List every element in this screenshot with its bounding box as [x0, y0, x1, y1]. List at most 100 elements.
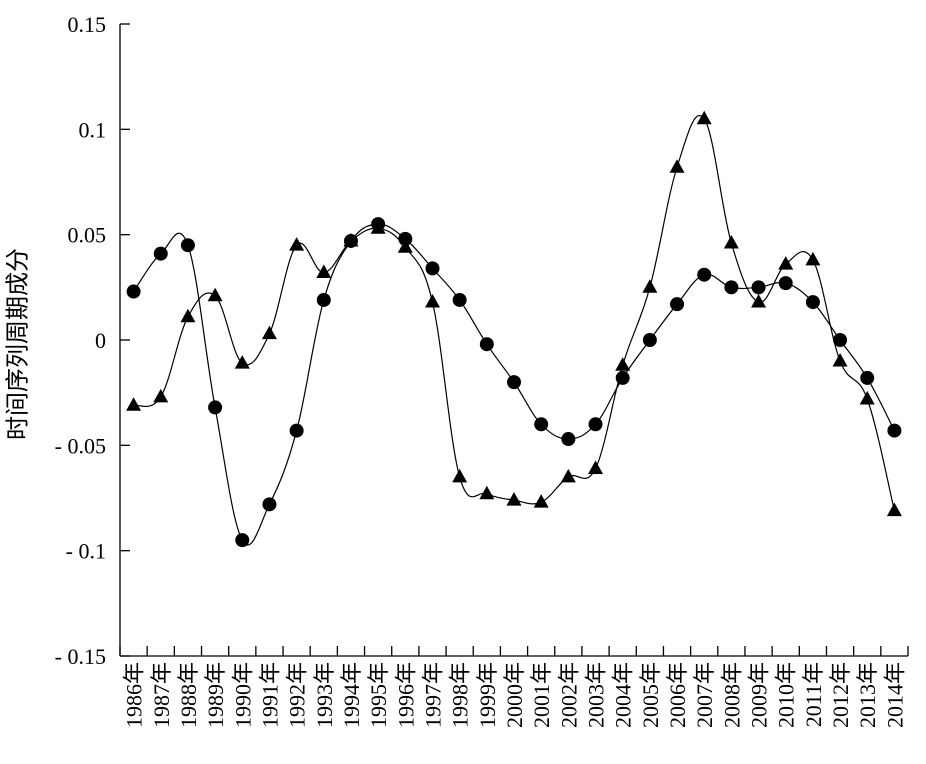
- x-tick-label: 2014年: [882, 662, 907, 728]
- data-point-circle: [289, 423, 304, 438]
- data-point-circle: [670, 297, 685, 312]
- x-tick-label: 2013年: [855, 662, 880, 728]
- x-tick-label: 1991年: [257, 662, 282, 728]
- data-point-triangle: [506, 492, 522, 506]
- data-point-circle: [642, 333, 657, 347]
- x-tick-label: 2003年: [584, 662, 609, 728]
- x-tick-label: 2011年: [801, 662, 826, 727]
- data-point-triangle: [859, 390, 875, 405]
- data-point-triangle: [370, 220, 386, 234]
- x-ticks: 1986年 1987年 1988年 1989年 1990年 1991年 1992年 1993年…: [119, 646, 909, 728]
- x-tick-label: 1997年: [420, 662, 445, 728]
- y-tick-label: - 0.1: [66, 539, 106, 564]
- data-point-circle: [805, 295, 820, 310]
- data-point-circle: [561, 432, 576, 447]
- data-point-triangle: [261, 325, 277, 340]
- data-point-circle: [153, 246, 168, 261]
- data-point-triangle: [126, 397, 142, 411]
- data-point-triangle: [886, 502, 902, 517]
- x-tick-label: 1992年: [285, 662, 310, 728]
- data-point-circle: [751, 280, 766, 295]
- data-point-triangle: [479, 485, 495, 500]
- x-tick-label: 1994年: [339, 662, 364, 728]
- data-point-circle: [425, 261, 440, 276]
- data-point-circle: [887, 423, 902, 438]
- x-tick-label: 1988年: [176, 662, 201, 728]
- x-tick-label: 1987年: [149, 662, 174, 728]
- data-point-triangle: [207, 287, 223, 302]
- x-tick-label: 2009年: [747, 662, 772, 728]
- axes: [119, 24, 908, 657]
- x-tick-label: 1993年: [312, 662, 337, 728]
- x-tick-label: 2001年: [529, 662, 554, 728]
- series-layer: [126, 110, 902, 548]
- x-tick-label: 2005年: [638, 662, 663, 728]
- x-tick-label: 1989年: [203, 662, 228, 728]
- y-axis-label: 时间序列周期成分: [5, 248, 32, 440]
- data-point-circle: [507, 375, 521, 390]
- y-tick-label: 0.1: [79, 117, 107, 142]
- x-tick-label: 1998年: [448, 662, 473, 728]
- data-point-circle: [697, 267, 712, 282]
- data-point-circle: [180, 238, 195, 253]
- data-point-circle: [860, 370, 875, 385]
- data-point-triangle: [723, 235, 739, 249]
- data-point-triangle: [316, 264, 332, 279]
- x-tick-label: 2012年: [828, 662, 853, 728]
- x-tick-label: 2008年: [719, 662, 744, 728]
- data-point-circle: [235, 533, 250, 548]
- data-point-triangle: [424, 294, 440, 308]
- data-point-circle: [452, 292, 467, 307]
- y-tick-label: 0: [95, 328, 106, 353]
- x-tick-label: 2002年: [556, 662, 581, 728]
- data-point-triangle: [153, 388, 169, 403]
- data-point-triangle: [588, 460, 604, 474]
- data-point-circle: [208, 400, 223, 415]
- x-tick-label: 1996年: [393, 662, 418, 728]
- x-tick-label: 2006年: [665, 662, 690, 728]
- y-tick-label: 0.15: [68, 12, 107, 37]
- y-tick-label: 0.05: [68, 223, 107, 248]
- x-tick-label: 2000年: [502, 662, 527, 728]
- x-tick-label: 2010年: [774, 662, 799, 728]
- x-tick-label: 1995年: [366, 662, 391, 728]
- x-tick-label: 2004年: [611, 662, 636, 728]
- data-point-triangle: [832, 353, 848, 367]
- data-point-triangle: [560, 468, 576, 483]
- data-point-circle: [534, 417, 549, 432]
- y-ticks: 0.15 0.1 0.05 0 - 0.05 - 0.1 - 0.15: [55, 12, 130, 669]
- data-point-triangle: [397, 239, 413, 253]
- data-point-triangle: [452, 468, 468, 483]
- data-point-circle: [479, 337, 494, 352]
- x-tick-label: 1999年: [475, 662, 500, 728]
- series-circle: [126, 217, 902, 548]
- data-point-circle: [833, 333, 848, 347]
- data-point-circle: [316, 292, 331, 307]
- data-point-triangle: [669, 159, 685, 173]
- data-point-circle: [724, 280, 739, 295]
- data-point-triangle: [533, 494, 549, 508]
- y-tick-label: - 0.15: [55, 644, 106, 669]
- y-tick-label: - 0.05: [55, 433, 106, 458]
- series-triangle: [126, 110, 902, 517]
- x-tick-label: 1986年: [122, 662, 147, 728]
- x-tick-label: 1990年: [230, 662, 255, 728]
- data-point-triangle: [615, 357, 631, 371]
- data-point-triangle: [778, 256, 794, 270]
- data-point-triangle: [642, 279, 658, 293]
- data-point-triangle: [343, 232, 359, 247]
- data-point-triangle: [805, 251, 821, 266]
- data-point-triangle: [180, 308, 196, 323]
- series-line-triangle: [133, 115, 895, 511]
- data-point-circle: [126, 284, 141, 299]
- data-point-triangle: [696, 110, 712, 125]
- data-point-triangle: [289, 237, 305, 251]
- data-point-triangle: [234, 355, 250, 369]
- x-tick-label: 2007年: [692, 662, 717, 728]
- data-point-circle: [615, 370, 630, 385]
- data-point-circle: [588, 417, 603, 432]
- data-point-triangle: [751, 294, 767, 308]
- data-point-circle: [262, 497, 277, 512]
- data-point-circle: [778, 276, 793, 291]
